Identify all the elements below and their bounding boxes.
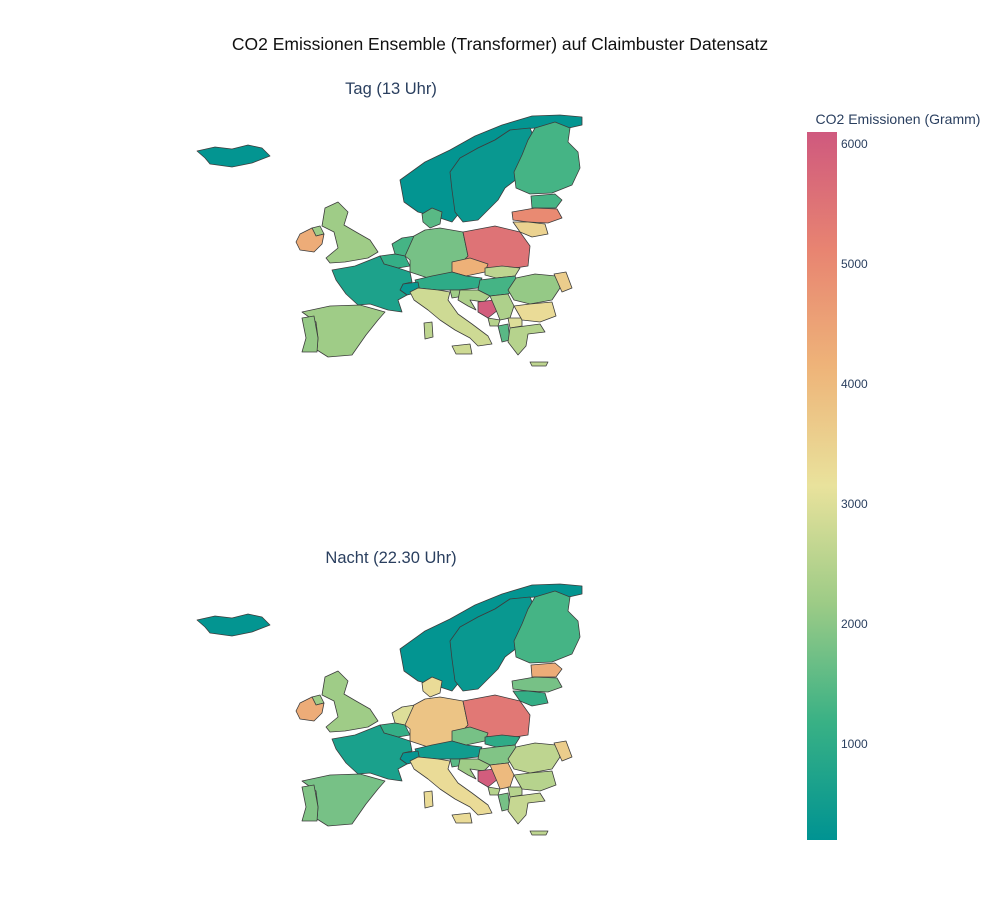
country-estonia[interactable] bbox=[530, 662, 563, 678]
map-title-night: Nacht (22.30 Uhr) bbox=[325, 549, 456, 567]
country-portugal[interactable] bbox=[301, 315, 319, 353]
country-portugal[interactable] bbox=[301, 784, 319, 822]
country-iceland[interactable] bbox=[196, 613, 271, 637]
country-bulgaria[interactable] bbox=[513, 770, 557, 792]
country-finland[interactable] bbox=[513, 590, 581, 664]
country-sweden[interactable] bbox=[449, 127, 536, 223]
country-croatia[interactable] bbox=[457, 289, 491, 311]
country-romania[interactable] bbox=[507, 273, 561, 305]
country-denmark[interactable] bbox=[421, 207, 443, 229]
country-ireland[interactable] bbox=[295, 696, 325, 722]
country-uk[interactable] bbox=[321, 201, 379, 264]
colorbar-tick-label: 5000 bbox=[841, 257, 868, 271]
country-finland[interactable] bbox=[513, 121, 581, 195]
country-sardinia[interactable] bbox=[423, 321, 434, 340]
colorbar-tick-label: 1000 bbox=[841, 737, 868, 751]
country-ireland[interactable] bbox=[295, 227, 325, 253]
map-night bbox=[196, 583, 583, 836]
country-montenegro[interactable] bbox=[487, 786, 501, 796]
country-france[interactable] bbox=[331, 724, 413, 782]
country-crete[interactable] bbox=[529, 830, 549, 836]
country-latvia[interactable] bbox=[511, 676, 563, 693]
country-sardinia[interactable] bbox=[423, 790, 434, 809]
colorbar-tick-label: 4000 bbox=[841, 377, 868, 391]
country-sicily[interactable] bbox=[451, 343, 473, 355]
map-title-day: Tag (13 Uhr) bbox=[345, 80, 437, 98]
colorbar-tick-label: 3000 bbox=[841, 497, 868, 511]
colorbar bbox=[807, 132, 837, 840]
country-crete[interactable] bbox=[529, 361, 549, 367]
country-denmark[interactable] bbox=[421, 676, 443, 698]
country-bosnia[interactable] bbox=[477, 299, 499, 319]
country-greece[interactable] bbox=[507, 323, 546, 356]
colorbar-ticks: 1000 2000 3000 4000 5000 6000 bbox=[841, 137, 868, 751]
country-romania[interactable] bbox=[507, 742, 561, 774]
colorbar-tick-label: 2000 bbox=[841, 617, 868, 631]
country-estonia[interactable] bbox=[530, 193, 563, 209]
colorbar-title: CO2 Emissionen (Gramm) bbox=[816, 111, 981, 127]
country-sicily[interactable] bbox=[451, 812, 473, 824]
country-sweden[interactable] bbox=[449, 596, 536, 692]
figure-title: CO2 Emissionen Ensemble (Transformer) au… bbox=[232, 34, 768, 54]
country-montenegro[interactable] bbox=[487, 317, 501, 327]
country-croatia[interactable] bbox=[457, 758, 491, 780]
colorbar-tick-label: 6000 bbox=[841, 137, 868, 151]
country-bulgaria[interactable] bbox=[513, 301, 557, 323]
country-italy[interactable] bbox=[409, 756, 493, 816]
country-latvia[interactable] bbox=[511, 207, 563, 224]
country-france[interactable] bbox=[331, 255, 413, 313]
country-uk[interactable] bbox=[321, 670, 379, 733]
country-iceland[interactable] bbox=[196, 144, 271, 168]
country-greece[interactable] bbox=[507, 792, 546, 825]
map-day bbox=[196, 114, 583, 367]
country-moldova[interactable] bbox=[553, 271, 573, 293]
country-italy[interactable] bbox=[409, 287, 493, 347]
country-bosnia[interactable] bbox=[477, 768, 499, 788]
country-moldova[interactable] bbox=[553, 740, 573, 762]
